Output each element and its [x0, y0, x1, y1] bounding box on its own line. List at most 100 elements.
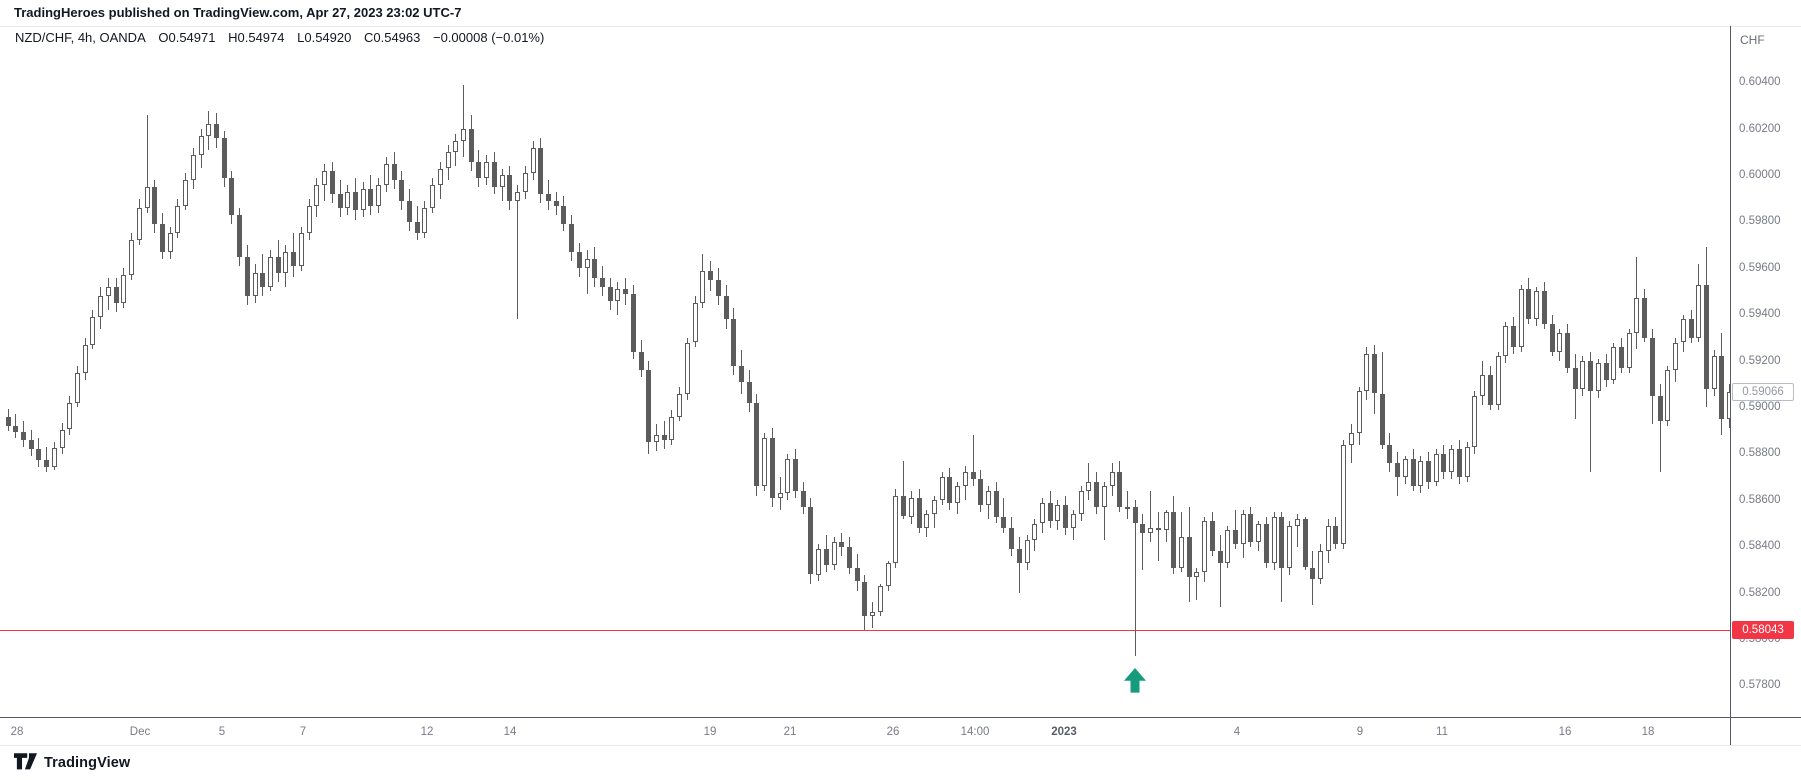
candle-up: [1696, 284, 1702, 338]
price-tick-label: 0.58200: [1739, 586, 1781, 599]
candle-down: [491, 161, 497, 187]
candle-up: [893, 495, 899, 563]
time-tick-label: 21: [783, 726, 797, 738]
candle-down: [738, 365, 744, 382]
symbol-legend[interactable]: NZD/CHF, 4h, OANDA O0.54971 H0.54974 L0.…: [15, 30, 553, 45]
candle-down: [847, 546, 852, 568]
candle-up: [1518, 289, 1524, 348]
candle-down: [708, 270, 713, 280]
candle-down: [592, 259, 598, 278]
candle-down: [623, 289, 629, 294]
candle-up: [1673, 342, 1678, 371]
candle-up: [121, 275, 127, 303]
time-tick-label: 16: [1558, 726, 1572, 738]
candle-up: [1580, 361, 1586, 389]
candle-down: [1047, 502, 1053, 522]
candle-down: [1016, 549, 1022, 563]
candle-down: [1217, 551, 1223, 563]
candle-down: [159, 224, 165, 252]
candle-down: [291, 252, 297, 266]
publish-attribution: TradingHeroes published on TradingView.c…: [14, 5, 461, 20]
candle-up: [1294, 518, 1300, 526]
symbol-description[interactable]: NZD/CHF, 4h, OANDA: [15, 30, 146, 45]
candle-wick: [586, 249, 588, 294]
candle-down: [754, 402, 760, 487]
candle-down: [1619, 347, 1624, 368]
candle-up: [885, 562, 891, 587]
marker-vertical-line[interactable]: [1134, 509, 1136, 656]
candle-down: [406, 201, 412, 222]
candle-up: [190, 154, 196, 180]
candle-down: [1410, 458, 1416, 487]
candle-down: [1333, 525, 1339, 545]
candle-down: [746, 381, 752, 403]
candle-down: [1719, 356, 1725, 419]
candle-down: [399, 180, 405, 201]
price-tick-label: 0.58400: [1739, 540, 1781, 553]
candle-down: [260, 272, 266, 287]
candle-down: [44, 459, 50, 467]
candle-down: [947, 477, 953, 503]
candle-down: [1263, 523, 1269, 563]
candle-down: [970, 472, 976, 480]
price-axis-currency: CHF: [1740, 33, 1765, 47]
candle-down: [1456, 449, 1462, 477]
candle-up: [522, 173, 528, 192]
candle-wick: [972, 435, 974, 487]
candle-up: [314, 184, 320, 206]
chart-canvas[interactable]: [0, 0, 1731, 717]
candle-up: [1495, 356, 1501, 406]
tradingview-branding[interactable]: TradingView: [14, 753, 130, 773]
candle-wick: [1659, 384, 1661, 473]
candle-up: [82, 344, 88, 373]
price-tick-label: 0.59600: [1739, 261, 1781, 274]
candle-down: [1248, 514, 1254, 542]
time-tick-label: 9: [1356, 726, 1364, 738]
ohlc-open: O0.54971: [158, 30, 216, 45]
candle-up: [183, 180, 189, 206]
arrow-up-marker-icon[interactable]: [1124, 667, 1147, 693]
candle-down: [1124, 507, 1130, 510]
candle-up: [129, 240, 134, 276]
candle-up: [1595, 363, 1601, 392]
candle-down: [661, 435, 667, 440]
candle-up: [1040, 502, 1045, 524]
candle-down: [1703, 284, 1709, 389]
candle-down: [800, 491, 806, 508]
candle-down: [368, 189, 374, 206]
candle-wick: [1235, 509, 1236, 549]
candle-down: [839, 542, 845, 547]
candle-up: [430, 184, 436, 208]
time-tick-label: 11: [1436, 726, 1448, 738]
candle-down: [823, 549, 829, 566]
candle-down: [731, 319, 737, 366]
candle-up: [785, 458, 791, 494]
candle-down: [1426, 460, 1431, 482]
time-tick-label: 19: [703, 726, 717, 738]
candle-down: [862, 581, 868, 617]
candle-down: [1117, 472, 1123, 508]
candle-up: [1163, 511, 1169, 531]
candle-down: [916, 498, 922, 529]
candle-up: [1503, 326, 1509, 357]
candle-up: [985, 491, 991, 505]
candle-down: [1063, 504, 1069, 529]
candle-up: [376, 184, 382, 206]
candle-up: [816, 549, 822, 575]
candle-up: [1611, 347, 1617, 380]
candle-wick: [46, 446, 48, 473]
horizontal-price-line[interactable]: [0, 629, 1730, 631]
candle-up: [422, 207, 428, 234]
candle-wick: [1003, 498, 1005, 533]
candle-down: [978, 479, 984, 505]
candle-up: [1194, 572, 1200, 577]
price-tick-label: 0.60200: [1739, 122, 1781, 135]
candle-up: [777, 493, 783, 498]
candle-down: [854, 567, 860, 582]
candle-down: [1549, 323, 1555, 352]
candle-up: [1271, 516, 1277, 563]
ohlc-change: −0.00008 (−0.01%): [433, 30, 545, 45]
candle-up: [1148, 528, 1154, 533]
candle-up: [1711, 356, 1717, 389]
candle-down: [468, 129, 474, 162]
